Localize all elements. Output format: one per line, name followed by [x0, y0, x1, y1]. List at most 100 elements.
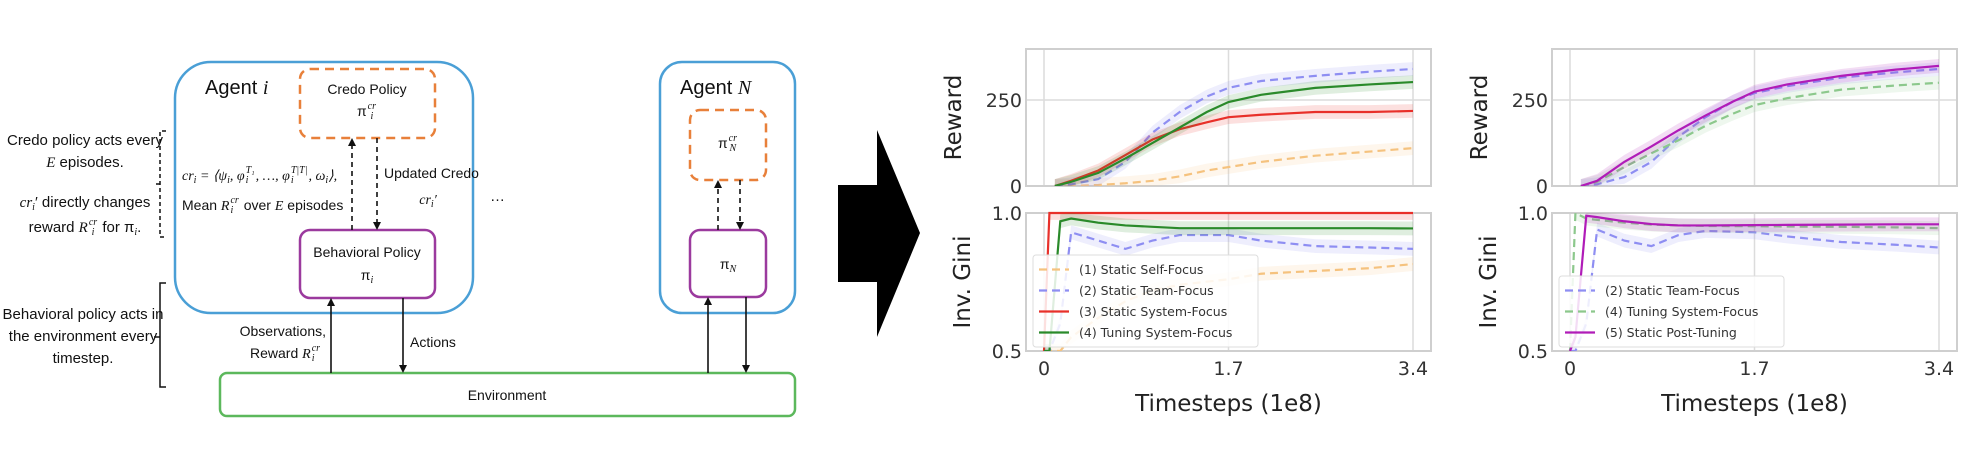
note-behavior-line1: Behavioral policy acts in: [2, 306, 164, 323]
big-right-arrow-icon: [838, 130, 920, 337]
var-cr-sub: i: [32, 202, 35, 213]
formula-omega: , ω: [308, 169, 326, 184]
observations-label: Observations,: [239, 323, 326, 339]
pin-sup: cr: [728, 133, 738, 145]
series-group: [1580, 59, 1940, 186]
updated-credo-var: cri′: [419, 190, 437, 210]
legend-box: [1558, 275, 1785, 348]
reward-panel: 0 250 Reward: [941, 48, 1432, 198]
series-band: [1570, 222, 1939, 351]
formula-phi2-sub: i: [290, 175, 294, 187]
note-cr-rest: ′ directly changes: [34, 194, 151, 211]
agent-i-word: Agent: [205, 77, 263, 99]
series-group: [1054, 62, 1414, 186]
mean-r: R: [220, 199, 230, 214]
obs-r-sup: cr: [311, 343, 321, 355]
x-tick-label: 1.7: [1213, 358, 1243, 380]
y-tick-label: 250: [1512, 90, 1548, 112]
axes-frame: [1551, 48, 1958, 187]
y-tick-label: 0.5: [1518, 341, 1548, 363]
updated-cr: cr: [419, 193, 431, 208]
formula-phi1: , φ: [229, 169, 245, 184]
updated-cr-prime: ′: [433, 193, 437, 208]
var-r-sub: i: [91, 227, 95, 238]
note-credo-line2: E episodes.: [46, 154, 124, 172]
x-tick-label: 3.4: [1398, 358, 1428, 380]
series-line: [1054, 109, 1414, 186]
agents-ellipsis: …: [490, 188, 505, 205]
credo-bracket: [154, 130, 166, 238]
series-band: [1044, 213, 1413, 351]
x-axis-label: Timesteps (1e8): [1134, 391, 1322, 417]
axes-frame: [1551, 212, 1958, 352]
series-line: [1044, 217, 1414, 351]
formula-phi2-sup: T|T|: [290, 165, 308, 177]
y-tick-label: 250: [986, 90, 1022, 112]
legend-entry: (3) Static System-Focus: [1079, 304, 1227, 319]
behavioral-policy-box: [298, 228, 437, 300]
series-line: [1054, 67, 1414, 186]
series-line: [1580, 81, 1940, 186]
agent-n-box: [658, 60, 797, 315]
charts: 0 250 Reward 0.5 1.0 Inv. Gini (1) Static Self…: [941, 48, 1958, 417]
series-band: [1580, 62, 1939, 186]
pin-symbol: π: [717, 135, 728, 151]
behavioral-policy-label: Behavioral Policy: [313, 244, 421, 260]
var-pi-sub: i: [134, 226, 138, 238]
obs-r-sub: i: [311, 353, 315, 365]
var-r-sup: cr: [88, 217, 98, 228]
note-behavior-line2: the environment every: [8, 328, 158, 345]
formula-phi1-sub: i: [245, 175, 249, 187]
y-tick-label: 1.0: [1518, 203, 1548, 225]
series-line: [1044, 262, 1414, 351]
mean-over: over: [239, 197, 275, 213]
series-line: [1570, 227, 1940, 351]
pin-sub: N: [729, 143, 737, 155]
note-period: .: [137, 218, 142, 236]
note-episodes: episodes.: [55, 154, 124, 171]
y-axis-label: Reward: [1467, 75, 1493, 161]
formula-psi-sub: i: [227, 175, 230, 186]
note-credo-line1: Credo policy acts every: [7, 132, 163, 149]
x-axis-label: Timesteps (1e8): [1660, 391, 1848, 417]
mean-episodes: episodes: [283, 197, 344, 213]
reward-panel: 0 250 Reward: [1467, 48, 1958, 198]
chart-1: 0 250 Reward 0.5 1.0 Inv. Gini (1) Static Self…: [941, 48, 1432, 417]
mean-r-sup: cr: [230, 195, 239, 207]
actions-label: Actions: [410, 334, 456, 350]
x-tick-label: 0: [1038, 358, 1050, 380]
credo-policy-label: Credo Policy: [327, 81, 407, 97]
formula-close: ⟩,: [328, 169, 338, 184]
environment-label: Environment: [467, 387, 547, 403]
x-tick-label: 3.4: [1924, 358, 1954, 380]
credo-formula: cri = ⟨ψi, φ T₁ i, …, φ T|T| i, ωi⟩,: [182, 166, 337, 186]
series-band: [1044, 225, 1413, 351]
formula-omega-sub: i: [325, 175, 329, 186]
obs-r: R: [302, 347, 311, 362]
formula-phi1-sup: T₁: [245, 165, 255, 177]
y-axis-label: Inv. Gini: [1476, 236, 1502, 329]
note-behavior-line3: timestep.: [52, 350, 114, 367]
var-cr: cr: [19, 195, 33, 211]
series-band: [1580, 59, 1939, 186]
y-tick-label: 0: [1536, 176, 1548, 198]
series-band: [1570, 213, 1939, 351]
series-band: [1580, 75, 1939, 186]
note-cr-line1: cri′ directly changes: [20, 194, 151, 213]
agent-n-var: N: [737, 77, 752, 99]
series-line: [1580, 64, 1940, 186]
bpin-symbol: π: [719, 256, 730, 272]
note-reward-word: reward: [28, 218, 79, 236]
formula-lhs-sub: i: [193, 175, 197, 186]
legend-entry: (2) Static Team-Focus: [1079, 283, 1214, 298]
behavioral-policy-symbol: πi: [361, 266, 373, 286]
legend: (1) Static Self-Focus (2) Static Team-Foc…: [1032, 254, 1259, 348]
agent-i-box: [173, 60, 475, 315]
behavior-bracket: [154, 282, 166, 388]
legend-entry: (1) Static Self-Focus: [1079, 262, 1203, 277]
pi-symbol: π: [356, 103, 367, 119]
